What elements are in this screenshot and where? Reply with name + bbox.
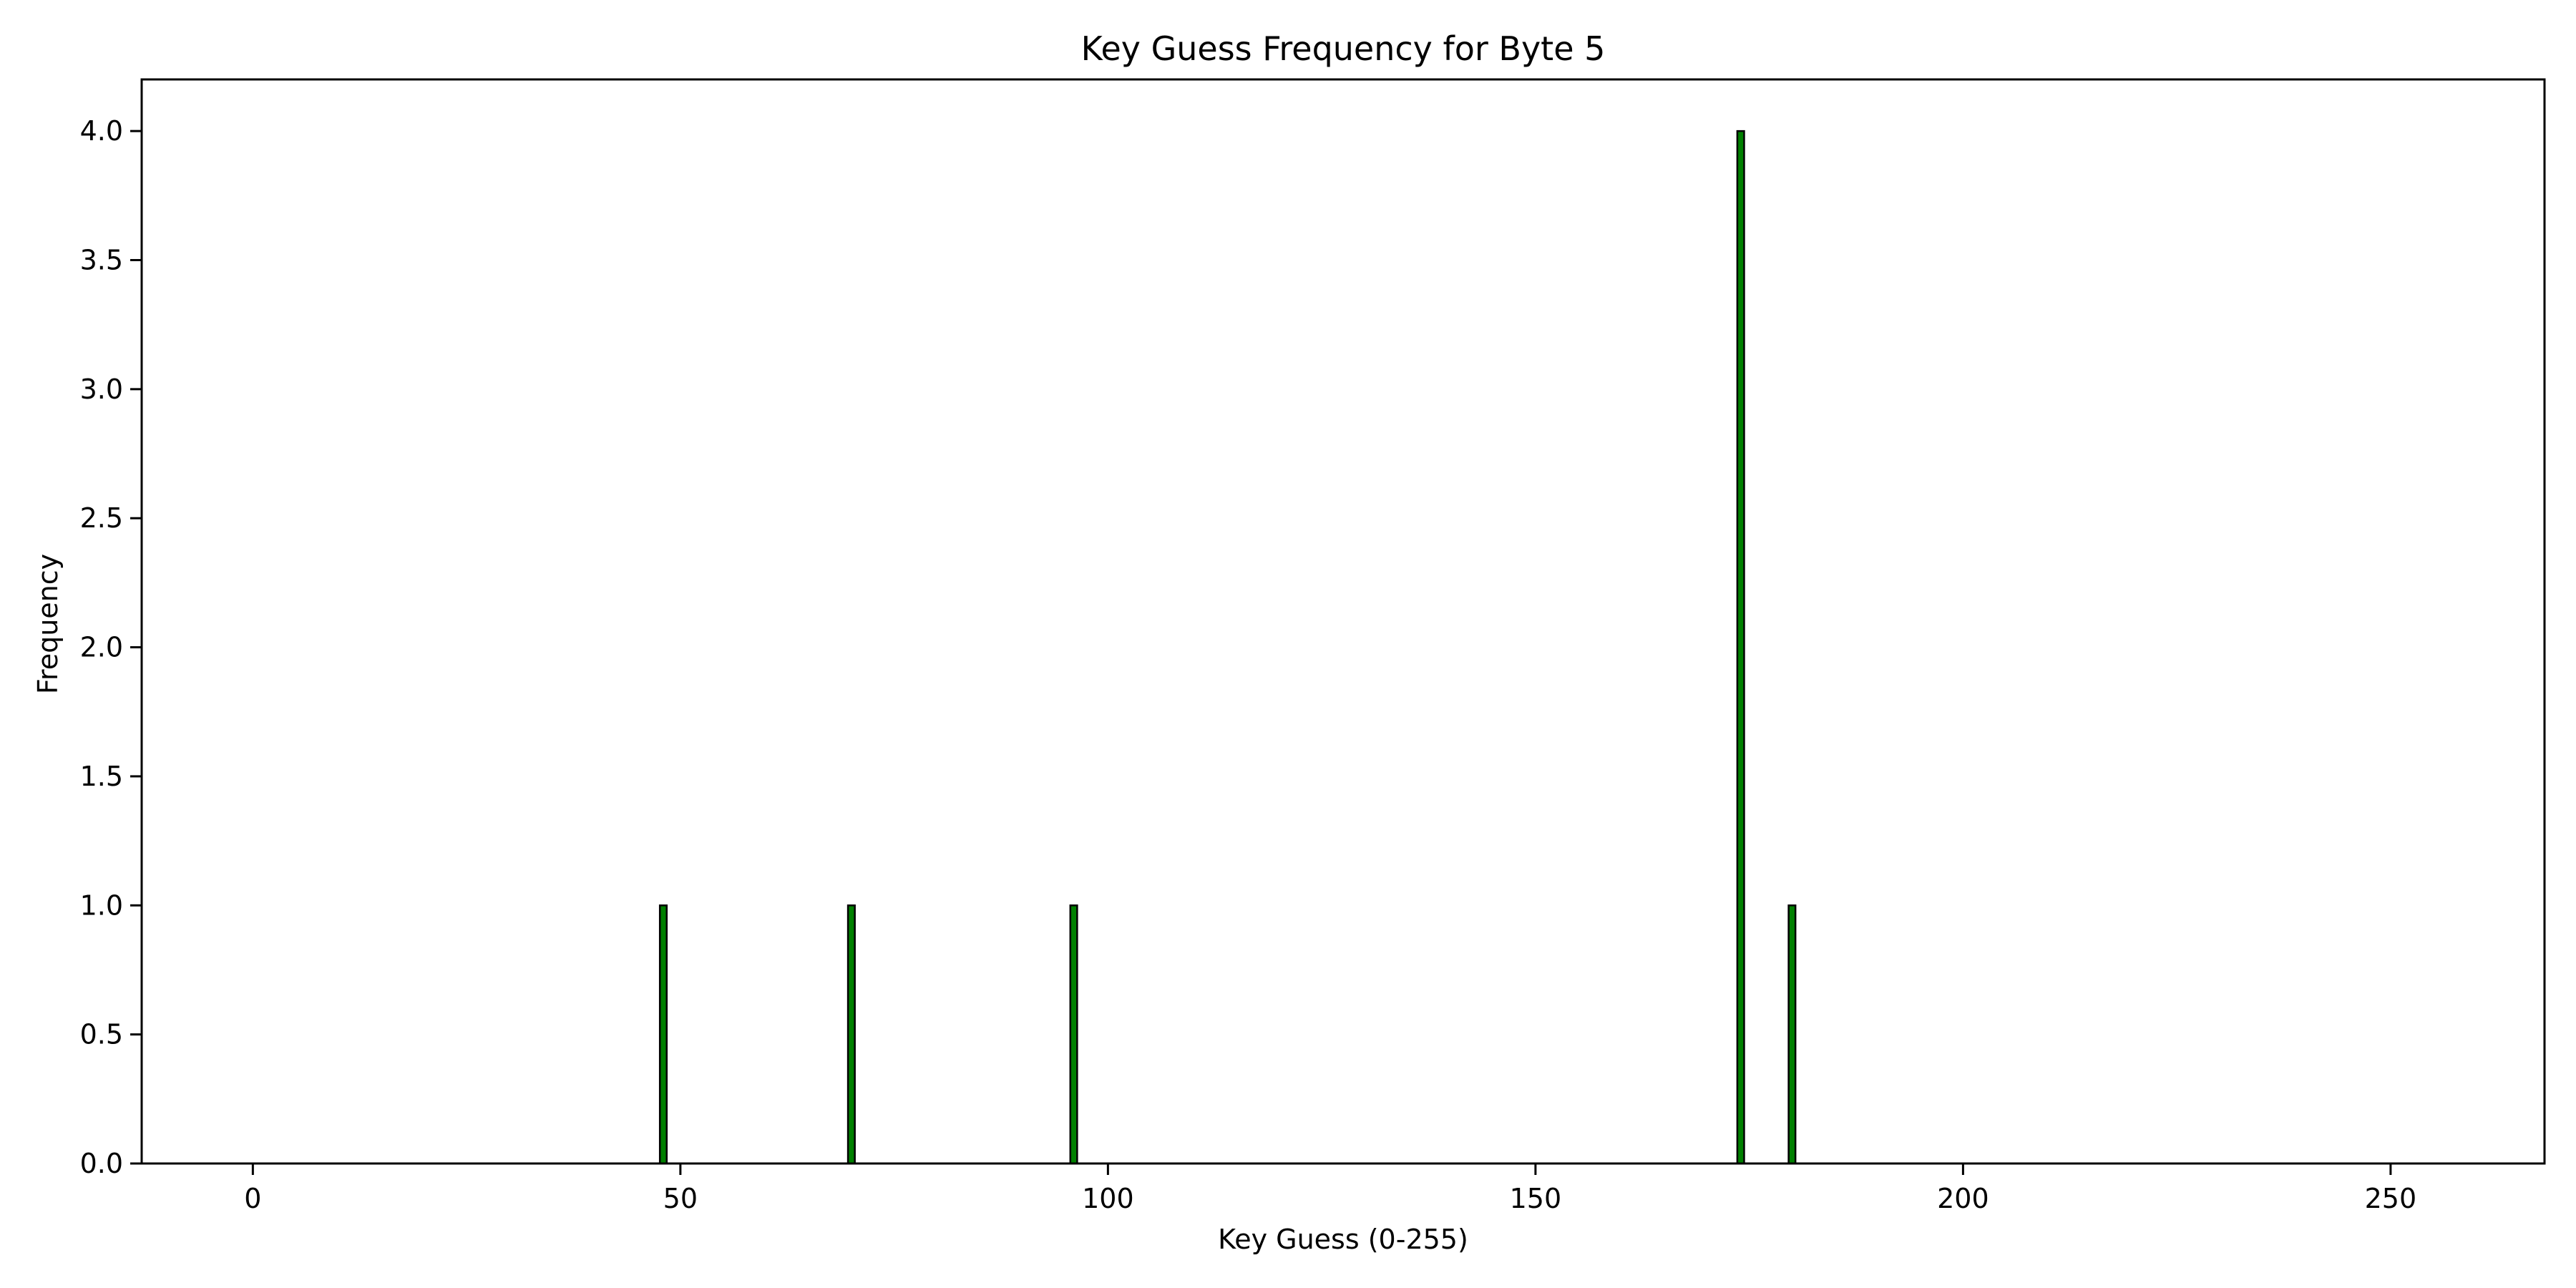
x-axis-label: Key Guess (0-255)	[1218, 1224, 1468, 1255]
bar-key-174	[1736, 130, 1745, 1165]
x-tick-label: 150	[1510, 1183, 1562, 1214]
bar-key-96	[1069, 904, 1078, 1165]
y-tick-label: 1.5	[80, 761, 123, 792]
y-tick-label: 0.5	[80, 1019, 123, 1050]
bar-key-48	[658, 904, 668, 1165]
x-tick-label: 0	[244, 1183, 261, 1214]
y-tick-label: 2.5	[80, 502, 123, 534]
x-tick-label: 50	[663, 1183, 698, 1214]
x-tick-label: 100	[1082, 1183, 1134, 1214]
x-axis: 0 50 100 150 200 250	[244, 1163, 2416, 1214]
y-tick-label: 3.5	[80, 245, 123, 276]
y-axis: 0.0 0.5 1.0 1.5 2.0 2.5 3.0 3.5 4.0	[80, 115, 142, 1179]
bar-key-70	[847, 904, 856, 1165]
x-tick-label: 250	[2365, 1183, 2417, 1214]
y-tick-label: 4.0	[80, 115, 123, 147]
y-axis-label: Frequency	[32, 554, 64, 694]
y-tick-label: 0.0	[80, 1148, 123, 1179]
plot-frame	[140, 78, 2546, 1165]
bar-key-180	[1787, 904, 1797, 1165]
y-tick-label: 3.0	[80, 374, 123, 405]
y-tick-label: 1.0	[80, 889, 123, 921]
x-tick-label: 200	[1937, 1183, 1989, 1214]
y-tick-label: 2.0	[80, 632, 123, 663]
chart-title: Key Guess Frequency for Byte 5	[1081, 29, 1606, 68]
